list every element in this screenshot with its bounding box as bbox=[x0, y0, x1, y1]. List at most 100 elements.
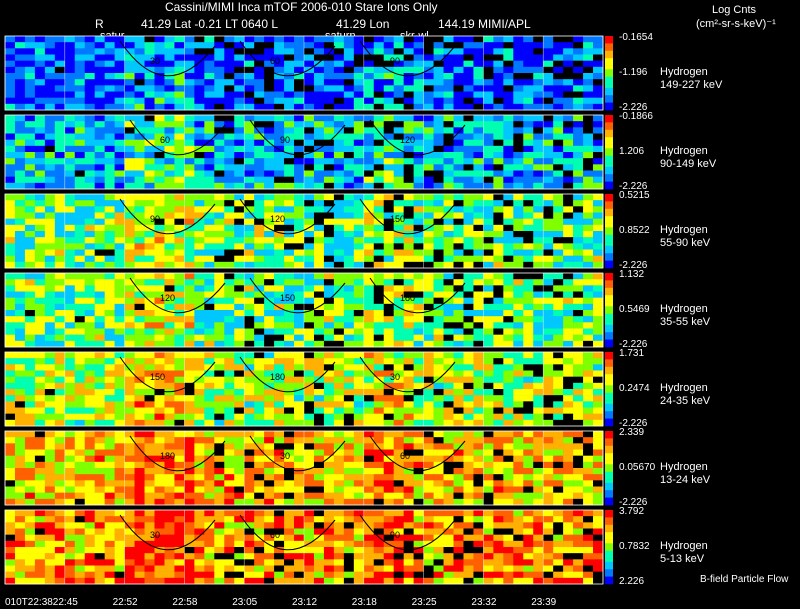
heat-cell bbox=[433, 431, 444, 438]
heat-cell bbox=[313, 468, 325, 475]
heat-cell bbox=[124, 85, 135, 92]
heat-cell bbox=[5, 303, 16, 311]
heat-cell bbox=[54, 127, 66, 134]
heat-cell bbox=[393, 85, 404, 92]
heat-cell bbox=[523, 60, 534, 68]
heat-cell bbox=[383, 376, 394, 384]
heat-cell bbox=[174, 145, 185, 153]
heat-cell bbox=[453, 413, 464, 421]
heat-cell bbox=[174, 443, 185, 450]
heat-cell bbox=[593, 212, 604, 219]
heat-cell bbox=[553, 273, 564, 280]
heat-cell bbox=[493, 291, 504, 298]
heat-cell bbox=[34, 152, 46, 159]
heat-cell bbox=[194, 547, 205, 554]
heat-cell bbox=[204, 449, 215, 456]
heat-cell bbox=[84, 498, 95, 506]
heat-cell bbox=[363, 79, 375, 86]
heat-cell bbox=[44, 91, 56, 98]
heat-cell bbox=[74, 237, 86, 244]
heat-cell bbox=[453, 328, 464, 335]
heat-cell bbox=[323, 553, 335, 560]
heat-cell bbox=[34, 419, 46, 427]
heat-cell bbox=[34, 516, 46, 523]
heat-cell bbox=[54, 249, 66, 256]
heat-cell bbox=[294, 449, 305, 456]
heat-cell bbox=[523, 443, 534, 450]
heat-cell bbox=[144, 152, 155, 159]
heat-cell bbox=[254, 291, 265, 298]
heat-cell bbox=[184, 395, 195, 402]
heat-cell bbox=[483, 121, 494, 128]
heat-cell bbox=[114, 401, 125, 408]
heat-cell bbox=[94, 443, 105, 450]
heat-cell bbox=[523, 249, 534, 256]
heat-cell bbox=[413, 273, 424, 280]
heat-cell bbox=[593, 492, 604, 500]
heat-cell bbox=[543, 194, 554, 201]
heat-cell bbox=[523, 145, 534, 153]
heat-cell bbox=[144, 322, 155, 329]
heat-cell bbox=[24, 522, 36, 529]
heat-cell bbox=[373, 139, 385, 147]
heat-cell bbox=[34, 103, 46, 111]
heat-cell bbox=[403, 224, 414, 232]
panel-4: 120 150 180 bbox=[4, 272, 613, 348]
heat-cell bbox=[333, 231, 345, 238]
heat-cell bbox=[523, 407, 534, 414]
heat-cell bbox=[433, 449, 444, 456]
heat-cell bbox=[184, 73, 195, 80]
heat-cell bbox=[214, 540, 225, 548]
heat-cell bbox=[64, 468, 76, 475]
heat-cell bbox=[413, 303, 424, 311]
heat-cell bbox=[94, 261, 105, 269]
heat-cell bbox=[473, 194, 484, 201]
colorbar-step bbox=[605, 392, 613, 397]
heat-cell bbox=[5, 455, 16, 463]
heat-cell bbox=[423, 443, 434, 450]
heat-cell bbox=[563, 461, 574, 469]
heat-cell bbox=[523, 449, 534, 456]
heat-cell bbox=[583, 322, 594, 329]
heat-cell bbox=[214, 237, 225, 244]
heat-cell bbox=[84, 522, 95, 529]
heat-cell bbox=[453, 91, 464, 98]
heat-cell bbox=[144, 48, 155, 55]
heat-cell bbox=[284, 382, 295, 390]
heat-cell bbox=[473, 176, 484, 184]
heat-cell bbox=[333, 534, 345, 542]
heat-cell bbox=[453, 455, 464, 463]
heat-cell bbox=[593, 103, 604, 111]
heat-cell bbox=[313, 419, 325, 427]
heat-cell bbox=[413, 328, 424, 335]
heat-cell bbox=[323, 328, 335, 335]
heat-cell bbox=[294, 97, 305, 105]
heat-cell bbox=[254, 194, 265, 201]
heat-cell bbox=[563, 352, 574, 359]
heat-cell bbox=[154, 455, 165, 463]
heat-cell bbox=[214, 48, 225, 55]
heat-cell bbox=[493, 334, 504, 342]
heat-cell bbox=[244, 231, 255, 238]
heat-cell bbox=[224, 370, 235, 377]
heat-cell bbox=[493, 297, 504, 305]
heat-cell bbox=[44, 36, 56, 43]
heat-cell bbox=[543, 316, 554, 323]
heat-cell bbox=[124, 36, 135, 43]
heat-cell bbox=[393, 133, 404, 140]
heat-cell bbox=[413, 316, 424, 323]
heat-cell bbox=[224, 182, 235, 190]
heat-cell bbox=[124, 297, 135, 305]
heat-cell bbox=[254, 492, 265, 500]
heat-cell bbox=[64, 273, 76, 280]
heat-cell bbox=[363, 449, 375, 456]
heat-cell bbox=[244, 237, 255, 244]
heat-cell bbox=[543, 255, 554, 263]
heat-cell bbox=[204, 145, 215, 153]
heat-cell bbox=[433, 291, 444, 298]
heat-cell bbox=[353, 437, 365, 444]
heat-cell bbox=[184, 480, 195, 487]
heat-cell bbox=[483, 419, 494, 427]
heat-cell bbox=[573, 303, 584, 311]
heat-cell bbox=[154, 66, 165, 74]
